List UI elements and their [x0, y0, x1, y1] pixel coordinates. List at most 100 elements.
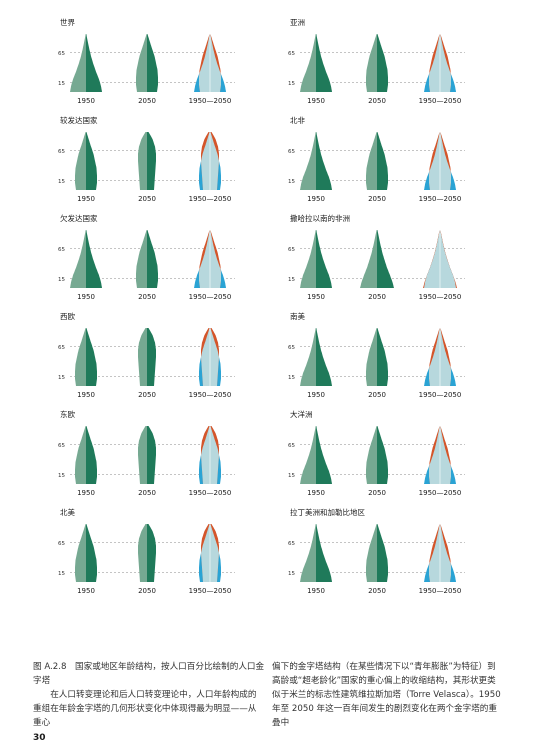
- age-tick-label: 65: [58, 247, 65, 253]
- pyramid-2050-female: [377, 426, 388, 484]
- column-label: 1950—2050: [419, 97, 462, 105]
- pyramid-2050-male: [366, 328, 377, 386]
- pyramid-2050-male: [360, 230, 377, 288]
- column-label: 1950—2050: [189, 293, 232, 301]
- age-tick-label: 15: [58, 179, 65, 185]
- pyramid-1950-male: [75, 132, 86, 190]
- column-label: 1950—2050: [419, 489, 462, 497]
- pyramid-2050-male: [138, 426, 147, 484]
- age-tick-label: 15: [288, 571, 295, 577]
- column-label: 1950: [77, 195, 95, 203]
- pyramid-2050-male: [366, 426, 377, 484]
- column-label: 2050: [368, 391, 386, 399]
- column-label: 1950: [307, 587, 325, 595]
- figure-caption: 图 A.2.8 国家或地区年龄结构，按人口百分比绘制的人口金字塔: [33, 662, 265, 686]
- pyramid-1950-female: [316, 132, 332, 190]
- pyramid-2050-male: [138, 524, 147, 582]
- column-label: 1950: [307, 293, 325, 301]
- column-label: 1950—2050: [419, 587, 462, 595]
- pyramid-2050-male: [366, 524, 377, 582]
- panel-title: 亚洲: [290, 18, 305, 27]
- column-label: 1950—2050: [189, 97, 232, 105]
- age-tick-label: 15: [288, 277, 295, 283]
- panel-10: 大洋洲 65 15 1950 2050 1950—2050: [288, 409, 465, 497]
- pyramid-1950-male: [300, 230, 316, 288]
- pyramid-1950-female: [86, 328, 97, 386]
- pyramid-1950-male: [75, 426, 86, 484]
- pyramid-1950-male: [300, 524, 316, 582]
- age-tick-label: 15: [288, 473, 295, 479]
- column-label: 2050: [368, 195, 386, 203]
- column-label: 1950: [307, 489, 325, 497]
- age-tick-label: 15: [58, 571, 65, 577]
- column-label: 1950: [307, 97, 325, 105]
- panel-4: 北非 65 15 1950 2050 1950—2050: [288, 115, 465, 203]
- column-label: 1950: [307, 195, 325, 203]
- page-number: 30: [33, 733, 46, 743]
- age-tick-label: 15: [58, 473, 65, 479]
- pyramid-2050-female: [147, 426, 156, 484]
- pyramid-1950-female: [316, 426, 332, 484]
- panel-3: 较发达国家 65 15 1950 2050 1950—2050: [58, 115, 235, 203]
- pyramid-1950-female: [316, 230, 332, 288]
- age-tick-label: 65: [288, 541, 295, 547]
- column-label: 1950: [77, 293, 95, 301]
- panel-title: 拉丁美洲和加勒比地区: [290, 507, 365, 517]
- pyramid-2050-female: [147, 230, 158, 288]
- panel-9: 东欧 65 15 1950 2050 1950—2050: [58, 409, 235, 497]
- pyramid-1950-male: [75, 524, 86, 582]
- panel-title: 大洋洲: [290, 409, 313, 419]
- column-label: 2050: [138, 97, 156, 105]
- age-tick-label: 65: [58, 541, 65, 547]
- age-tick-label: 65: [58, 345, 65, 351]
- pyramid-2050-female: [377, 230, 394, 288]
- panel-title: 东欧: [60, 409, 75, 419]
- caption-left-column: 图 A.2.8 国家或地区年龄结构，按人口百分比绘制的人口金字塔 在人口转变理论…: [33, 660, 265, 730]
- pyramid-1950-female: [86, 524, 97, 582]
- pyramid-2050-female: [377, 328, 388, 386]
- pyramid-2050-female: [147, 132, 156, 190]
- column-label: 2050: [368, 293, 386, 301]
- pyramid-1950-female: [86, 132, 97, 190]
- pyramid-2050-female: [147, 34, 158, 92]
- panel-8: 南美 65 15 1950 2050 1950—2050: [288, 311, 465, 399]
- caption-body-right: 偏下的金字塔结构（在某些情况下以“青年膨胀”为特征）到高龄或“超老龄化”国家的重…: [272, 662, 501, 728]
- panel-5: 欠发达国家 65 15 1950 2050 1950—2050: [58, 213, 235, 301]
- pyramid-2050-female: [147, 328, 156, 386]
- panel-11: 北美 65 15 1950 2050 1950—2050: [58, 507, 235, 595]
- age-tick-label: 65: [288, 443, 295, 449]
- panel-2: 亚洲 65 15 1950 2050 1950—2050: [288, 18, 465, 105]
- pyramid-1950-male: [70, 34, 86, 92]
- pyramid-1950-female: [316, 524, 332, 582]
- column-label: 1950—2050: [189, 587, 232, 595]
- pyramid-2050-male: [366, 132, 377, 190]
- pyramid-2050-male: [136, 230, 147, 288]
- age-tick-label: 15: [58, 81, 65, 87]
- column-label: 2050: [138, 293, 156, 301]
- panel-7: 西欧 65 15 1950 2050 1950—2050: [58, 311, 235, 399]
- pyramid-1950-male: [300, 132, 316, 190]
- age-tick-label: 15: [58, 277, 65, 283]
- pyramid-1950-female: [316, 328, 332, 386]
- column-label: 2050: [368, 97, 386, 105]
- column-label: 1950: [307, 391, 325, 399]
- pyramid-1950-female: [86, 230, 102, 288]
- pyramid-1950-female: [316, 34, 332, 92]
- column-label: 1950—2050: [189, 195, 232, 203]
- panel-6: 撒哈拉以南的非洲 65 15 1950 2050 1950—2050: [288, 213, 465, 301]
- pyramid-2050-female: [147, 524, 156, 582]
- panel-title: 西欧: [60, 311, 75, 321]
- caption-body-left: 在人口转变理论和后人口转变理论中，人口年龄构成的重组在年龄金字塔的几何形状变化中…: [33, 690, 257, 728]
- age-tick-label: 15: [288, 179, 295, 185]
- column-label: 2050: [368, 489, 386, 497]
- pyramid-2050-male: [136, 34, 147, 92]
- column-label: 2050: [138, 391, 156, 399]
- age-tick-label: 65: [58, 149, 65, 155]
- pyramid-1950-male: [300, 328, 316, 386]
- column-label: 2050: [138, 195, 156, 203]
- age-tick-label: 65: [58, 443, 65, 449]
- caption-right-column: 偏下的金字塔结构（在某些情况下以“青年膨胀”为特征）到高龄或“超老龄化”国家的重…: [272, 660, 504, 730]
- panel-title: 世界: [60, 17, 75, 27]
- column-label: 1950: [77, 489, 95, 497]
